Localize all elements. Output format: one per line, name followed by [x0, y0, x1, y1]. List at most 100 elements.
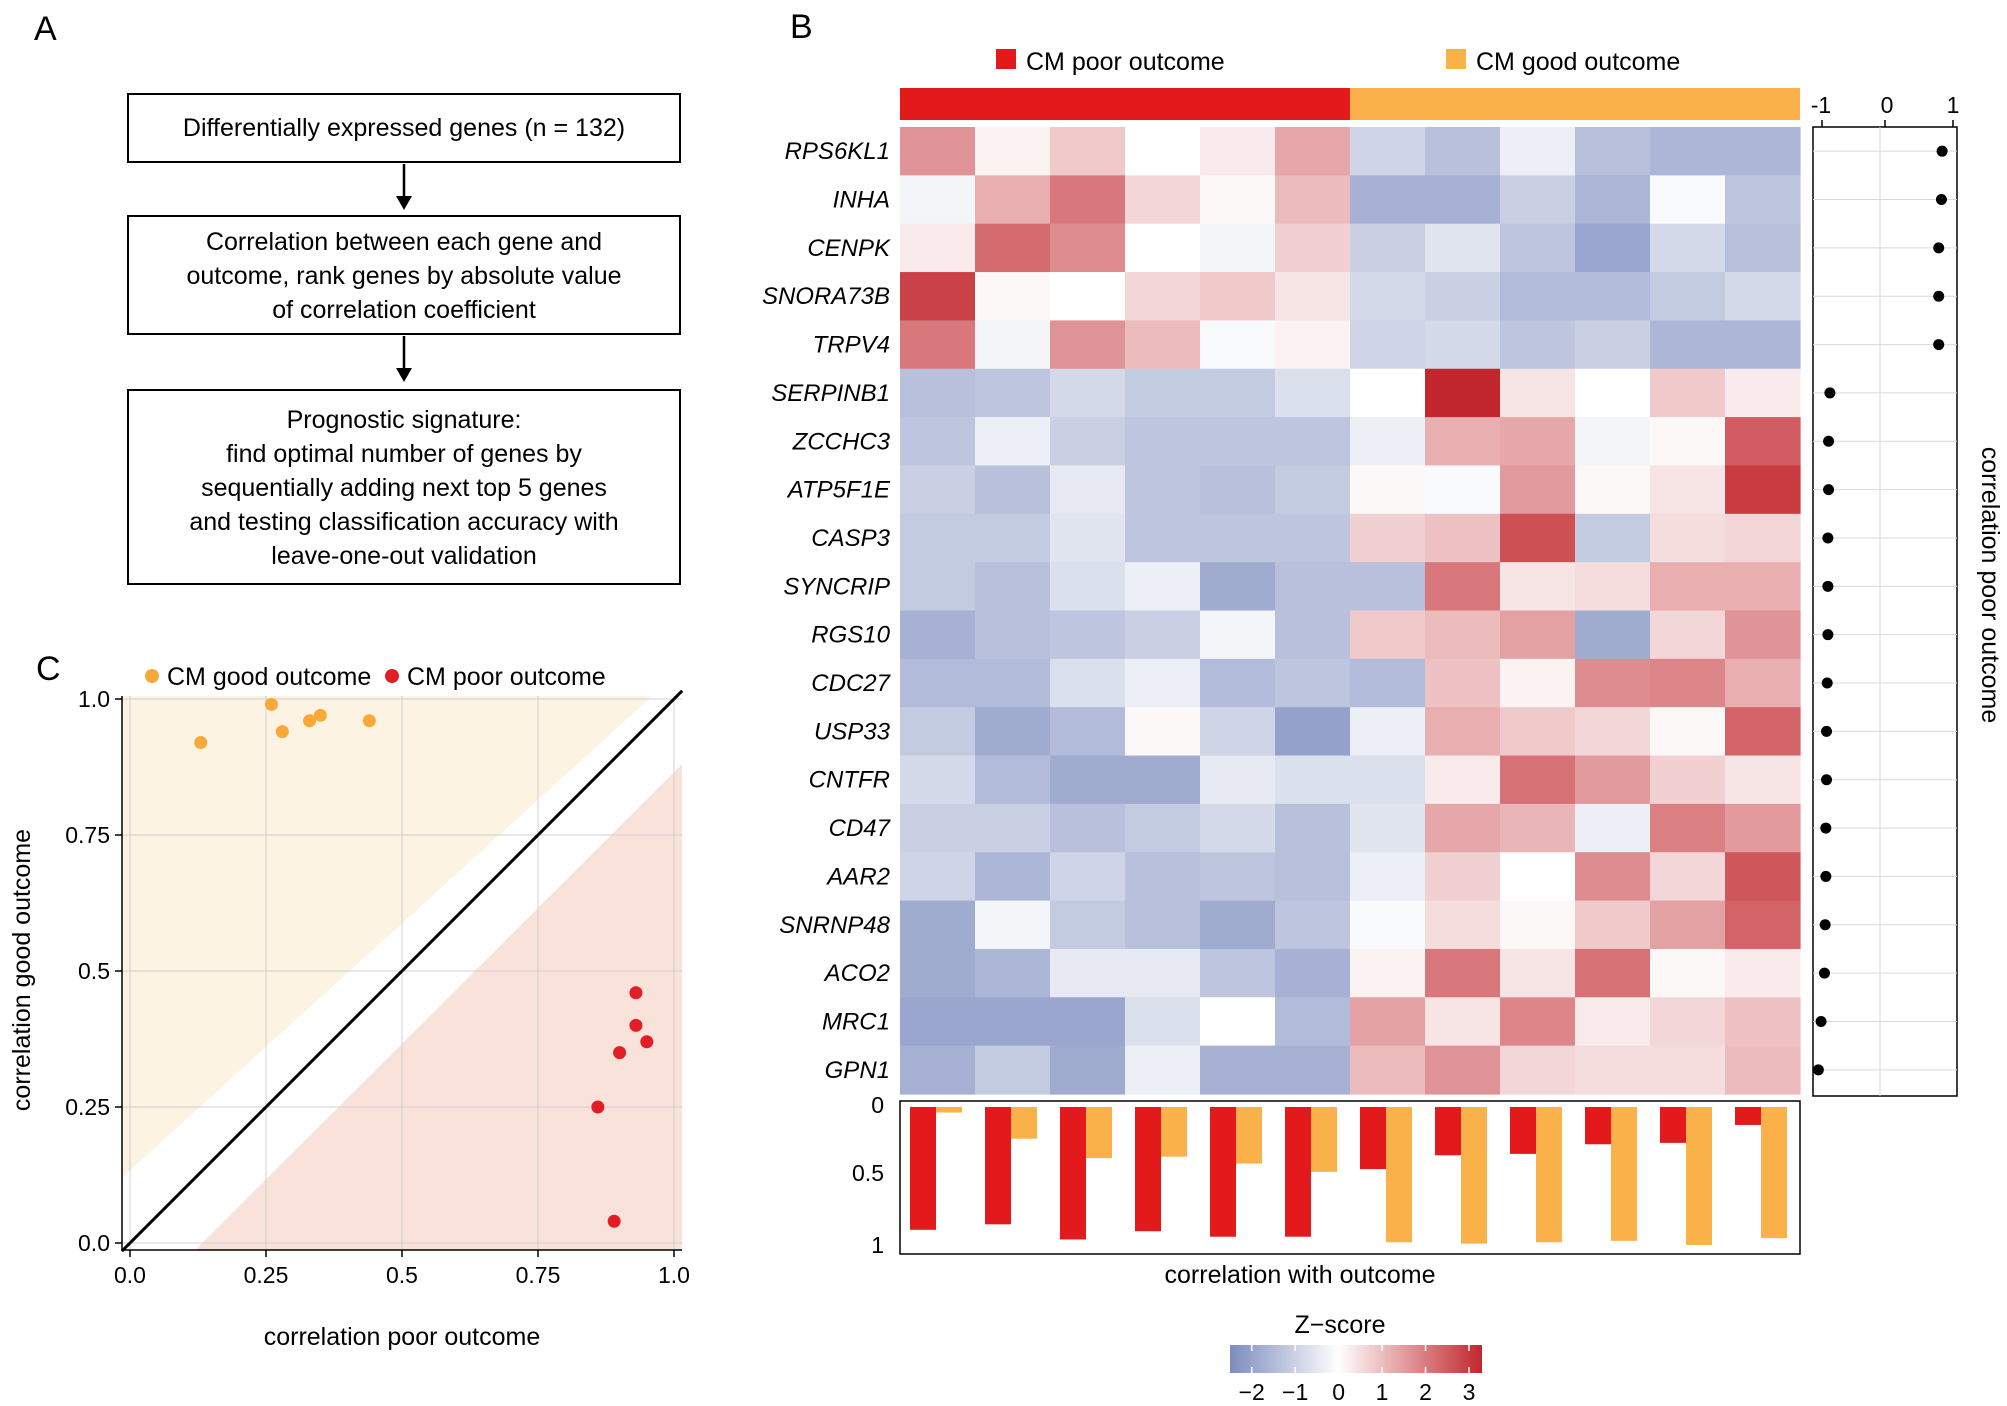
gene-label: CDC27	[811, 670, 891, 697]
flow-step-2-line-3: of correlation coefficient	[272, 296, 536, 324]
heatmap-cell	[1575, 320, 1651, 370]
heatmap-cell	[1200, 852, 1276, 902]
bar-good	[1686, 1107, 1712, 1245]
heatmap-cell	[1275, 755, 1351, 805]
bar-good	[936, 1107, 962, 1113]
heatmap-cell	[1050, 513, 1126, 563]
flow-step-1-line-1: Differentially expressed genes (n = 132)	[183, 114, 625, 142]
scatter-y-tick: 0.25	[65, 1094, 110, 1120]
gene-label: CNTFR	[809, 767, 890, 794]
heatmap-cell	[1275, 417, 1351, 467]
heatmap-cell	[900, 368, 976, 418]
heatmap-cell	[1200, 127, 1276, 176]
heatmap-cell	[1125, 755, 1201, 805]
heatmap-cell	[1500, 948, 1576, 998]
heatmap-cell	[1200, 997, 1276, 1047]
dotplot-point	[1824, 387, 1836, 399]
heatmap-cell	[975, 658, 1051, 708]
heatmap-cell	[1500, 465, 1576, 515]
heatmap-cell	[1575, 755, 1651, 805]
heatmap-cell	[1050, 707, 1126, 757]
heatmap-cell	[1125, 852, 1201, 902]
heatmap-cell	[1050, 997, 1126, 1047]
bar-poor	[1435, 1107, 1461, 1156]
heatmap-cell	[1200, 900, 1276, 950]
zscore-tick-label: 2	[1419, 1379, 1432, 1405]
flow-step-3-line-1: Prognostic signature:	[287, 406, 522, 434]
heatmap-cell	[975, 272, 1051, 321]
heatmap-cell	[1125, 707, 1201, 757]
heatmap-cell	[1425, 562, 1501, 612]
heatmap-cell	[1650, 513, 1726, 563]
dotplot-point	[1822, 580, 1834, 592]
bar-good	[1011, 1107, 1037, 1139]
flowchart: Differentially expressed genes (n = 132)…	[127, 93, 681, 585]
bar-good	[1611, 1107, 1637, 1241]
bar-good	[1236, 1107, 1262, 1164]
dotplot-point	[1820, 870, 1832, 882]
scatter-region-good	[122, 696, 653, 1178]
heatmap-cell	[1575, 997, 1651, 1047]
heatmap-cell	[1725, 368, 1801, 418]
heatmap-cell	[1725, 997, 1801, 1047]
heatmap-cell	[1425, 175, 1501, 225]
bar-poor	[910, 1107, 936, 1230]
heatmap-cell	[1500, 900, 1576, 950]
heatmap-cell	[1275, 272, 1351, 321]
dotplot-point	[1821, 677, 1833, 689]
heatmap-cell	[1275, 465, 1351, 515]
heatmap-cell	[1200, 320, 1276, 370]
gene-label: ZCCHC3	[792, 428, 891, 455]
bar-poor	[985, 1107, 1011, 1225]
heatmap-cell	[1425, 272, 1501, 321]
legend-label-poor: CM poor outcome	[1026, 48, 1225, 76]
heatmap-cell	[1350, 465, 1426, 515]
heatmap-cell	[1125, 658, 1201, 708]
flow-box-2	[127, 215, 681, 335]
scatter-x-tick: 0.25	[244, 1262, 289, 1288]
zscore-colorbar	[1230, 1345, 1482, 1373]
heatmap-cell	[975, 1045, 1051, 1095]
gene-label: RGS10	[811, 622, 890, 649]
heatmap-cell	[1125, 948, 1201, 998]
barplot-tick-1: 1	[871, 1232, 884, 1258]
heatmap-cell	[1125, 465, 1201, 515]
heatmap-cell	[1200, 755, 1276, 805]
flow-step-3-line-2: find optimal number of genes by	[226, 440, 582, 468]
bar-poor	[1060, 1107, 1086, 1240]
heatmap-cell	[1725, 513, 1801, 563]
heatmap-cell	[1050, 175, 1126, 225]
heatmap-cell	[1050, 223, 1126, 273]
heatmap-cell	[900, 852, 976, 902]
zscore-tick-label: 0	[1332, 1379, 1345, 1405]
scatter-y-tick: 0.5	[78, 958, 110, 984]
heatmap-cell	[1200, 803, 1276, 853]
heatmap-cell	[1575, 610, 1651, 660]
outcome-legend: CM good outcome CM poor outcome	[145, 663, 606, 691]
heatmap-cell	[1650, 417, 1726, 467]
bar-good	[1761, 1107, 1787, 1239]
heatmap-cell	[1050, 320, 1126, 370]
heatmap-cell	[975, 368, 1051, 418]
heatmap-cell	[1575, 127, 1651, 176]
heatmap-cell	[1500, 755, 1576, 805]
heatmap-cell	[1725, 658, 1801, 708]
heatmap-cell	[1275, 368, 1351, 418]
heatmap-cell	[1575, 900, 1651, 950]
heatmap-cell	[1650, 562, 1726, 612]
heatmap-cell	[900, 1045, 976, 1095]
gene-label: TRPV4	[813, 332, 890, 359]
zscore-title: Z−score	[1294, 1311, 1385, 1339]
heatmap-cell	[1650, 997, 1726, 1047]
panel-label-b: B	[790, 8, 813, 46]
dotplot-point	[1821, 774, 1833, 786]
dotplot-point	[1815, 1015, 1827, 1027]
heatmap-cell	[900, 803, 976, 853]
heatmap-cell	[1350, 610, 1426, 660]
heatmap-cell	[900, 223, 976, 273]
legend-label-good: CM good outcome	[1476, 48, 1680, 76]
heatmap-cell	[1650, 658, 1726, 708]
heatmap-cell	[1500, 127, 1576, 176]
heatmap-cell	[1125, 368, 1201, 418]
